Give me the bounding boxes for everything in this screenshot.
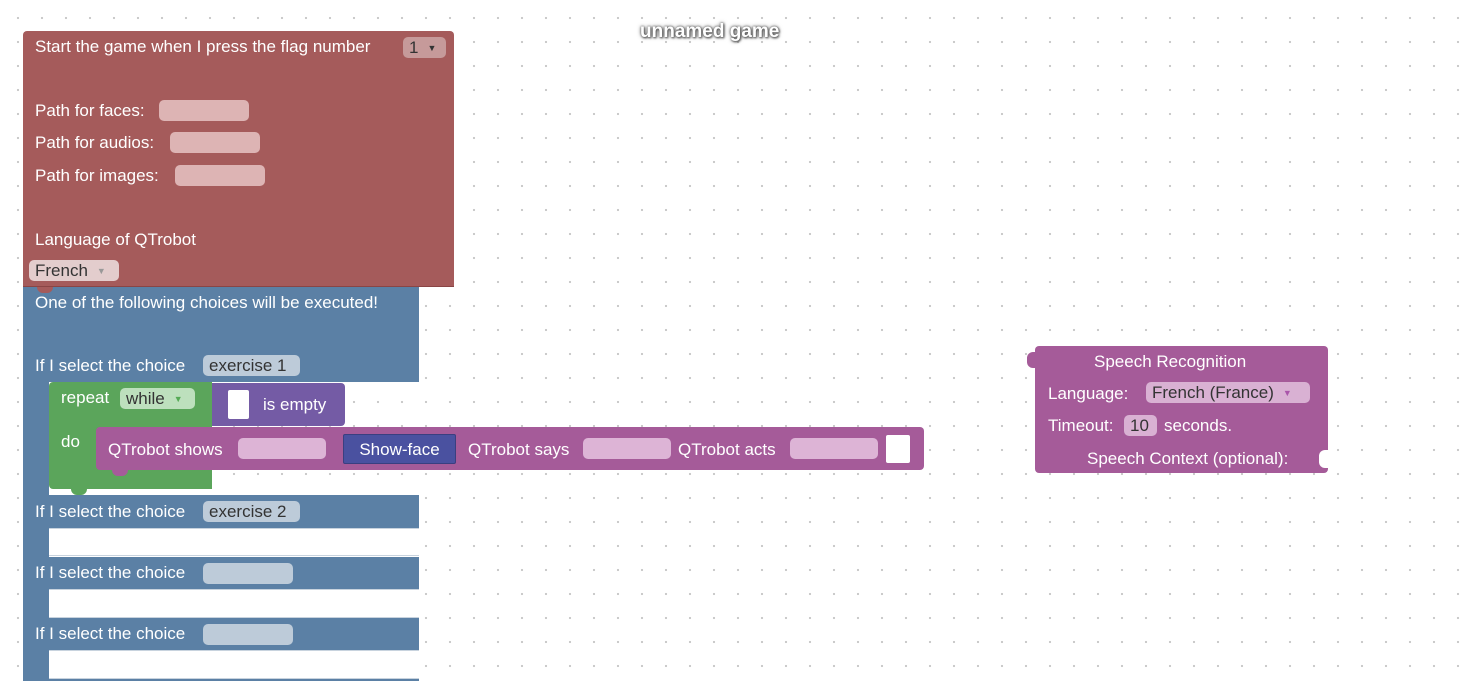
speech-language-label: Language: [1048,384,1129,403]
is-empty-label: is empty [263,395,327,414]
timeout-input[interactable]: 10 [1124,415,1157,436]
speech-language-value: French (France) [1152,383,1274,402]
timeout-label: Timeout: [1048,416,1114,435]
shows-label: QTrobot shows [108,440,223,459]
images-path-input[interactable] [175,165,265,186]
choice-2-label: If I select the choice [35,502,186,521]
choice-1-label: If I select the choice [35,356,186,375]
acts-input[interactable] [790,438,878,459]
speech-title: Speech Recognition [1094,352,1247,371]
speech-language-dropdown[interactable]: French (France) ▼ [1146,382,1310,403]
faces-path-label: Path for faces: [35,101,145,120]
flag-number-dropdown[interactable]: 1 ▼ [403,37,446,58]
flag-number-value: 1 [409,38,419,57]
timeout-unit: seconds. [1164,416,1233,435]
faces-path-input[interactable] [159,100,249,121]
choice-row-5[interactable] [23,679,419,681]
speech-context-label: Speech Context (optional): [1087,449,1289,468]
choice-3-value[interactable] [203,563,293,584]
list-input-socket[interactable] [228,390,249,419]
chevron-down-icon: ▼ [96,266,106,276]
speech-context-socket[interactable] [1319,450,1328,468]
chevron-down-icon: ▼ [173,394,183,404]
repeat-mode-value: while [126,389,165,408]
repeat-label: repeat [61,388,110,407]
speech-recognition-block[interactable]: Speech Recognition Language: French (Fra… [1027,346,1328,473]
choice-1-value[interactable]: exercise 1 [203,355,300,376]
choice-4-value[interactable] [203,624,293,645]
output-tab [1027,352,1035,368]
choice-4-label: If I select the choice [35,624,186,643]
says-label: QTrobot says [468,440,570,459]
choice-header-text: One of the following choices will be exe… [35,293,379,312]
repeat-mode-dropdown[interactable]: while ▼ [120,388,195,409]
chevron-down-icon: ▼ [1282,388,1292,398]
choice-4-empty-slot [49,650,419,679]
next-input-socket[interactable] [886,435,910,463]
choice-block-header[interactable]: One of the following choices will be exe… [23,287,419,382]
audios-path-input[interactable] [170,132,260,153]
choice-2-empty-slot [49,528,419,556]
flag-label: Start the game when I press the flag num… [35,37,371,56]
audios-path-label: Path for audios: [35,133,155,152]
choice-row-4[interactable]: If I select the choice [23,618,419,650]
language-dropdown[interactable]: French ▼ [29,260,119,281]
chevron-down-icon: ▼ [427,43,437,53]
start-game-block[interactable]: Start the game when I press the flag num… [23,31,454,287]
show-face-button[interactable]: Show-face [343,434,456,464]
choice-row-3[interactable]: If I select the choice [23,557,419,589]
start-block-notch [37,287,53,293]
repeat-bottom-notch [71,489,87,495]
choice-3-label: If I select the choice [35,563,186,582]
choice-2-value[interactable]: exercise 2 [203,501,300,522]
choice-row-2[interactable]: If I select the choice exercise 2 [23,495,419,528]
images-path-label: Path for images: [35,166,159,185]
says-input[interactable] [583,438,671,459]
game-title: unnamed game [640,21,780,42]
choice-3-empty-slot [49,589,419,618]
do-label: do [61,432,80,451]
shows-input[interactable] [238,438,326,459]
language-label: Language of QTrobot [35,230,196,249]
robot-block-notch [112,470,128,476]
is-empty-block[interactable]: is empty [212,383,345,426]
language-value: French [35,261,88,280]
acts-label: QTrobot acts [678,440,776,459]
qtrobot-action-block[interactable]: QTrobot shows Show-face QTrobot says QTr… [96,427,924,476]
